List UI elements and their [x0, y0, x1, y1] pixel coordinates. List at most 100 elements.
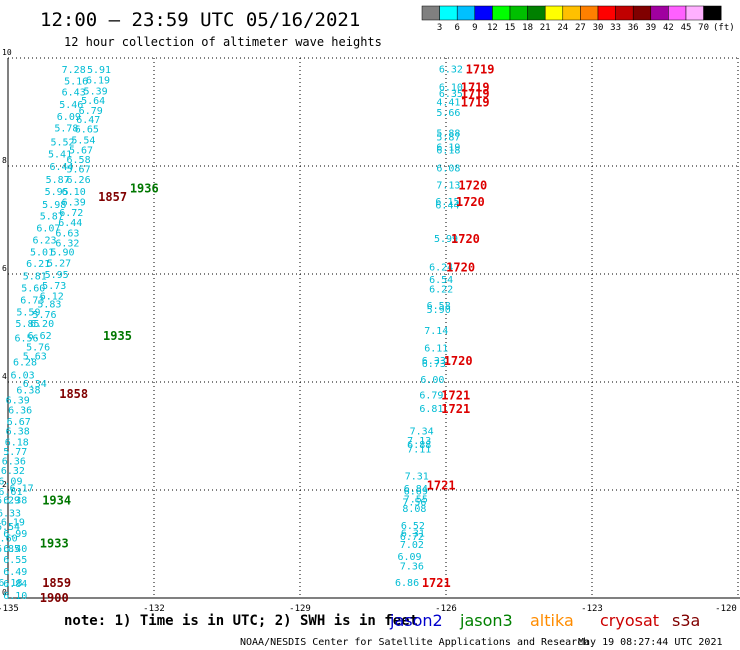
swh-label: 7.28 [62, 65, 86, 76]
y-tick-label: 4 [2, 372, 7, 381]
y-tick-label: 2 [2, 480, 7, 489]
mission-label-altika: altika [530, 611, 574, 630]
swh-label: 6.73 [422, 359, 446, 370]
swh-label: 6.29 [0, 496, 20, 507]
swh-label: 6.67 [7, 417, 31, 428]
swh-label: 5.90 [50, 247, 74, 258]
swh-label: 6.15 [435, 197, 459, 208]
chart-title: 12:00 – 23:59 UTC 05/16/2021 [40, 9, 360, 31]
swh-label: 5.27 [47, 259, 71, 270]
swh-label: 6.54 [0, 522, 20, 533]
legend-label: 45 [681, 23, 692, 33]
swh-label: 6.49 [3, 567, 27, 578]
swh-label: 6.38 [6, 427, 30, 438]
swh-label: 5.95 [45, 270, 69, 281]
time-label: 1719 [461, 87, 490, 101]
legend-swatch [668, 5, 687, 21]
color-legend: 3 6 9 12 15 18 21 24 27 30 33 36 39 42 45 70 [421, 5, 722, 33]
legend-swatch [439, 5, 458, 21]
footer-note: note: 1) Time is in UTC; 2) SWH is in fe… [64, 613, 418, 629]
legend-label: 18 [522, 23, 533, 33]
swh-label: 6.32 [439, 64, 463, 75]
swh-label: 6.36 [2, 456, 26, 467]
swh-label: 6.58 [67, 155, 91, 166]
swh-label: 6.17 [10, 483, 34, 494]
legend-swatch [650, 5, 669, 21]
x-tick-label: -123 [581, 604, 603, 614]
swh-label: 6.62 [28, 331, 52, 342]
swh-label: 6.20 [30, 319, 54, 330]
legend-swatch [685, 5, 704, 21]
legend-label: 6 [454, 23, 459, 33]
swh-label: 6.73 [20, 295, 44, 306]
swh-label: 6.44 [49, 162, 73, 173]
swh-label: 5.81 [23, 272, 47, 283]
plot-area: -135-132-129-126-123-12002468107.285.915… [0, 48, 740, 614]
swh-label: 6.38 [3, 496, 27, 507]
x-tick-label: -135 [0, 604, 19, 614]
x-tick-label: -126 [435, 604, 457, 614]
swh-label: 6.10 [62, 187, 86, 198]
swh-label: 6.34 [23, 379, 47, 390]
time-label: 1935 [103, 329, 132, 343]
swh-label: 6.84 [3, 579, 27, 590]
swh-label: 6.00 [420, 375, 444, 386]
swh-label: 6.55 [3, 555, 27, 566]
legend-label: 27 [575, 23, 586, 33]
swh-label: 6.43 [62, 87, 86, 98]
legend-label: 70 [698, 23, 709, 33]
swh-label: 7.11 [407, 444, 431, 455]
swh-label: 6.39 [62, 198, 86, 209]
swh-label: 6.32 [55, 239, 79, 250]
swh-label: 6.11 [424, 343, 448, 354]
time-label: 1720 [456, 195, 485, 209]
y-tick-label: 8 [2, 156, 7, 165]
swh-label: 5.67 [67, 165, 91, 176]
chart-subtitle: 12 hour collection of altimeter wave hei… [64, 35, 382, 49]
y-tick-label: 0 [2, 588, 7, 597]
swh-label: 6.44 [435, 200, 459, 211]
swh-label: 5.63 [23, 352, 47, 363]
time-label: 1933 [40, 536, 69, 550]
time-label: 1934 [42, 494, 71, 508]
legend-label: 3 [437, 23, 442, 33]
legend-label: 9 [472, 23, 477, 33]
time-label: 1900 [40, 591, 69, 605]
time-label: 1720 [444, 354, 473, 368]
legend-swatch [615, 5, 634, 21]
swh-label: 6.21 [26, 259, 50, 270]
swh-label: 5.87 [436, 132, 460, 143]
mission-legend: jason2 jason3 altika cryosat s3a [389, 611, 700, 630]
swh-label: 5.87 [46, 175, 70, 186]
legend-label: 12 [487, 23, 498, 33]
legend-swatch [421, 5, 440, 21]
swh-label: 8.08 [402, 504, 426, 515]
x-tick-label: -120 [715, 604, 737, 614]
time-label: 1721 [441, 388, 470, 402]
swh-label: 6.33 [0, 509, 21, 520]
legend-swatch [509, 5, 528, 21]
swh-label: 5.78 [54, 124, 78, 135]
time-label: 1720 [451, 232, 480, 246]
time-label: 1721 [422, 576, 451, 590]
legend-swatch [474, 5, 493, 21]
legend-swatch [492, 5, 511, 21]
swh-label: 5.52 [50, 138, 74, 149]
swh-label: 5.85 [15, 319, 39, 330]
legend-swatch [544, 5, 564, 21]
swh-label: 7.55 [404, 495, 428, 506]
swh-label: 6.81 [419, 404, 443, 415]
swh-label: 7.13 [407, 436, 431, 447]
legend-swatch [703, 5, 722, 21]
legend-label: 36 [628, 23, 639, 33]
swh-label: 5.60 [21, 284, 45, 295]
swh-label: 6.32 [1, 466, 25, 477]
swh-label: 7.31 [405, 471, 429, 482]
mission-label-jason3: jason3 [459, 611, 513, 630]
time-label: 1720 [446, 260, 475, 274]
swh-label: 5.87 [40, 212, 64, 223]
swh-label: 5.95 [45, 187, 69, 198]
swh-label: 6.31 [401, 529, 425, 540]
legend-label: 24 [557, 23, 568, 33]
time-label: 1721 [427, 479, 456, 493]
